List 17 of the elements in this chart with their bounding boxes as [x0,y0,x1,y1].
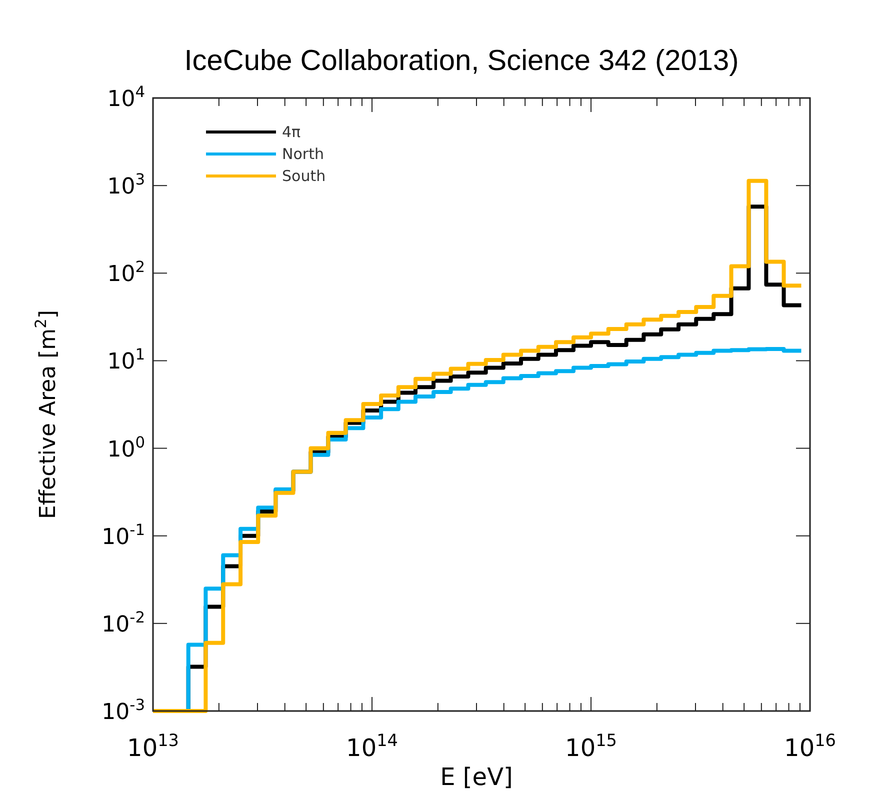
y-tick-label: 10$^{4}$ [107,83,145,112]
x-tick-label: 10$^{14}$ [346,730,398,762]
y-tick-label: 10$^{-3}$ [102,696,145,725]
x-tick-label: 10$^{16}$ [784,730,836,762]
y-tick-label: 10$^{1}$ [107,346,145,375]
legend-label: 4π [282,123,301,141]
x-tick-label: 10$^{15}$ [565,730,617,762]
y-tick-label: 10$^{-2}$ [102,608,145,638]
y-tick-label: 10$^{0}$ [107,433,145,462]
y-tick-label: 10$^{-1}$ [102,520,145,550]
legend-label: South [282,167,326,185]
chart-title: IceCube Collaboration, Science 342 (2013) [184,45,739,77]
y-tick-label: 10$^{3}$ [107,170,145,200]
legend-label: North [282,145,324,163]
x-tick-label: 10$^{13}$ [127,730,179,762]
x-axis-title: E [eV] [440,763,513,791]
y-tick-label: 10$^{2}$ [107,258,145,288]
